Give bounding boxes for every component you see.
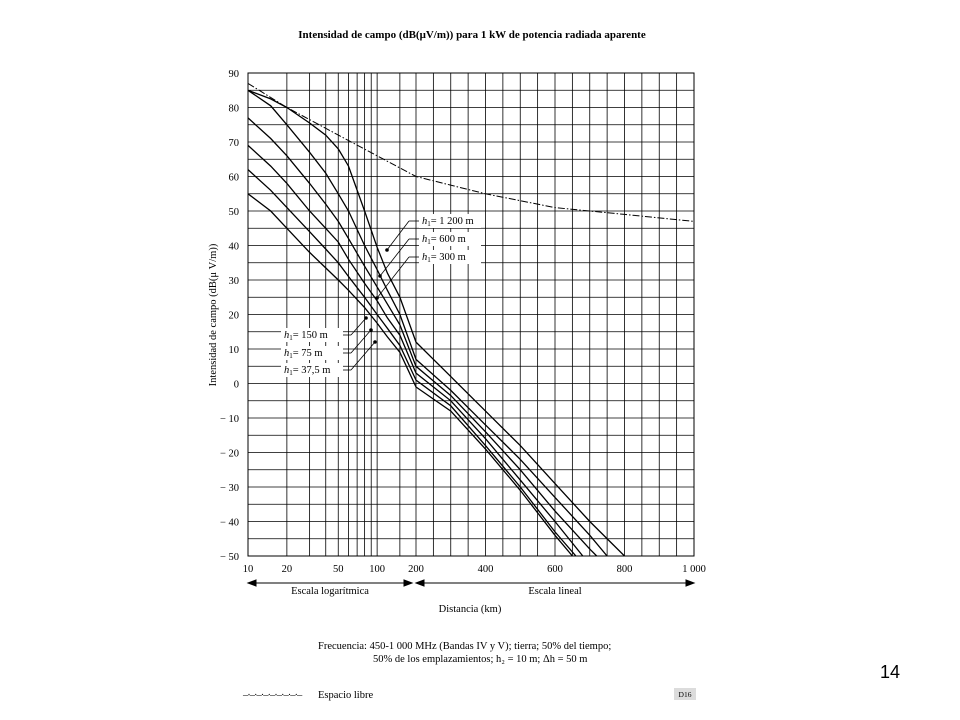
free-space-legend-label: Espacio libre: [318, 690, 373, 701]
curve-h1-3: [248, 144, 584, 556]
x-tick-label: 1 000: [682, 564, 706, 575]
x-tick-label: 800: [617, 564, 633, 575]
free-space-legend-symbol: –·–·–·–·–·–·–·–·–: [242, 690, 303, 701]
linear-scale-label: Escala lineal: [528, 586, 581, 597]
leader-line: [350, 329, 372, 354]
y-tick-label: 70: [229, 138, 240, 149]
y-tick-label: 60: [229, 173, 240, 184]
figure-code-box: [674, 688, 696, 700]
y-tick-label: 80: [229, 104, 240, 115]
chart-title: Intensidad de campo (dB(μV/m)) para 1 kW…: [298, 29, 646, 41]
curve-h1-0: [248, 89, 625, 556]
plot-frame: [247, 72, 695, 557]
curve-labels: h1= 1 200 m h1= 600 m h1= 300 m h1= 150 m h1…: [281, 214, 481, 377]
curve-label: h1= 37,5 m: [284, 365, 330, 377]
leader-arrowhead: [385, 248, 389, 252]
x-tick-label: 20: [282, 564, 293, 575]
leader-line: [350, 341, 376, 371]
curve-label: h1= 75 m: [284, 348, 323, 360]
curve-label: h1= 600 m: [422, 234, 466, 246]
y-tick-label: 20: [229, 311, 240, 322]
free-space-curve: [248, 82, 694, 222]
figure-code: D16: [679, 690, 692, 699]
x-tick-label: 400: [478, 564, 494, 575]
curve-label-bg: [419, 250, 481, 264]
curve-label-bg: [419, 232, 481, 246]
curve-label: h1= 150 m: [284, 330, 328, 342]
leader-line: [376, 256, 410, 299]
y-axis-label: Intensidad de campo (dB(μ V/m)): [208, 243, 219, 386]
frequency-note-line2: 50% de los emplazamientos; h₂ = 10 m; Δh…: [373, 654, 587, 665]
y-tick-label: 0: [234, 380, 239, 391]
x-tick-label: 50: [333, 564, 344, 575]
y-tick-label: − 20: [220, 449, 239, 460]
y-tick-label: 10: [229, 345, 240, 356]
scale-arrows: [246, 579, 696, 587]
curve-label: h1= 1 200 m: [422, 216, 474, 228]
grid: [247, 72, 695, 557]
y-tick-label: − 50: [220, 552, 239, 563]
y-tick-label: − 10: [220, 414, 239, 425]
curve-label: h1= 300 m: [422, 252, 466, 264]
curves: [248, 82, 694, 556]
curve-h1-4: [248, 169, 577, 556]
leader-arrowhead: [364, 316, 368, 320]
leader-arrowhead: [369, 328, 373, 332]
curve-label-bg: [281, 346, 343, 360]
x-tick-label: 600: [547, 564, 563, 575]
log-scale-label: Escala logarítmica: [291, 586, 369, 597]
y-tick-label: − 40: [220, 518, 239, 529]
frequency-note-line1: Frecuencia: 450-1 000 MHz (Bandas IV y V…: [318, 641, 611, 652]
x-tick-labels: 10 20 50 100 200 400 600 800 1 000: [243, 564, 706, 575]
y-tick-label: 30: [229, 276, 240, 287]
curve-label-bg: [281, 328, 343, 342]
curve-h1-5: [248, 193, 573, 556]
y-tick-label: − 30: [220, 483, 239, 494]
x-axis-label: Distancia (km): [439, 604, 502, 615]
x-tick-label: 200: [408, 564, 424, 575]
curve-h1-1: [248, 89, 608, 556]
y-tick-label: 40: [229, 242, 240, 253]
slide-number: 14: [880, 662, 901, 682]
y-tick-label: 90: [229, 69, 240, 80]
leader-arrowhead: [375, 296, 379, 300]
y-tick-labels: 90 80 70 60 50 40 30 20 10 0 − 10 − 20 − 30 − 40 − 50: [220, 69, 239, 563]
x-tick-label: 10: [243, 564, 254, 575]
x-tick-label: 100: [369, 564, 385, 575]
leader-arrowhead: [373, 340, 377, 344]
curve-label-bg: [281, 363, 343, 377]
curve-h1-2: [248, 117, 598, 556]
leader-line: [386, 220, 410, 251]
leader-line: [350, 317, 367, 336]
leader-arrowhead: [378, 274, 382, 278]
leader-line: [379, 238, 410, 277]
y-tick-label: 50: [229, 207, 240, 218]
curve-label-bg: [419, 214, 481, 228]
